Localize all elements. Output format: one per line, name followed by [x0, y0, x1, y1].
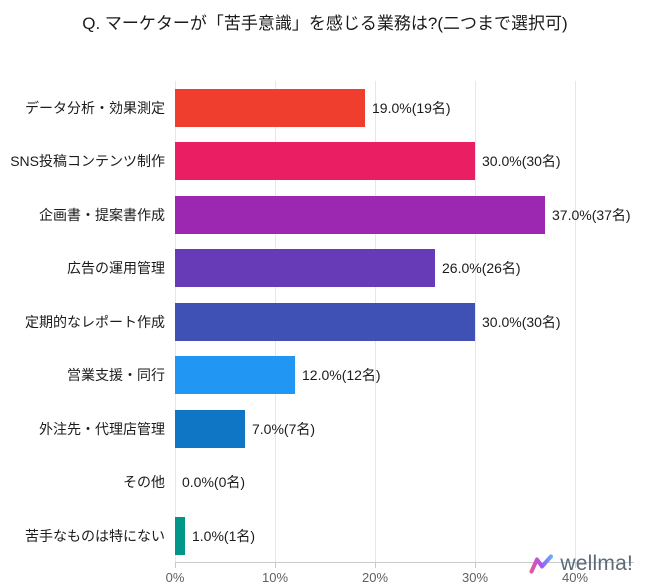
value-label: 26.0%(26名) [442, 260, 521, 277]
category-label: 企画書・提案書作成 [39, 206, 165, 223]
category-label: 営業支援・同行 [67, 367, 165, 384]
bar-track: 7.0%(7名) [175, 409, 634, 448]
bar [175, 409, 245, 448]
x-tick-label: 10% [261, 569, 289, 583]
bar-row: 営業支援・同行 12.0%(12名) [0, 349, 650, 403]
bar-track: 19.0%(19名) [175, 88, 634, 127]
value-label: 30.0%(30名) [482, 313, 561, 330]
bar [175, 516, 185, 555]
bar-track: 12.0%(12名) [175, 356, 634, 395]
value-label: 19.0%(19名) [372, 99, 451, 116]
bar-row: 定期的なレポート作成 30.0%(30名) [0, 295, 650, 349]
bar-row: 外注先・代理店管理 7.0%(7名) [0, 402, 650, 456]
value-label: 30.0%(30名) [482, 153, 561, 170]
bar-track: 37.0%(37名) [175, 195, 634, 234]
x-tick-label: 20% [361, 569, 389, 583]
bar [175, 88, 365, 127]
x-tick-label: 0% [165, 569, 185, 583]
x-tick-mark [375, 562, 376, 568]
bar [175, 249, 435, 288]
bar-row: 苦手なものは特にない 1.0%(1名) [0, 509, 650, 563]
category-label: その他 [123, 474, 165, 491]
value-label: 1.0%(1名) [192, 527, 256, 544]
bar-row: 広告の運用管理 26.0%(26名) [0, 242, 650, 296]
bar-row: その他 0.0%(0名) [0, 456, 650, 510]
bar-row: データ分析・効果測定 19.0%(19名) [0, 81, 650, 135]
value-label: 7.0%(7名) [252, 420, 316, 437]
category-label: 外注先・代理店管理 [39, 420, 165, 437]
category-label: 定期的なレポート作成 [25, 313, 165, 330]
bar-row: 企画書・提案書作成 37.0%(37名) [0, 188, 650, 242]
plot-area: データ分析・効果測定 19.0%(19名) SNS投稿コンテンツ制作 30.0%(30… [0, 34, 650, 583]
bar-track: 0.0%(0名) [175, 463, 634, 501]
category-label: 苦手なものは特にない [25, 527, 165, 544]
bar-track: 26.0%(26名) [175, 249, 634, 288]
bar [175, 356, 295, 395]
bar-track: 30.0%(30名) [175, 142, 634, 181]
category-label: 広告の運用管理 [67, 260, 165, 277]
value-label: 37.0%(37名) [552, 206, 631, 223]
x-tick-mark [575, 562, 576, 568]
category-label: データ分析・効果測定 [25, 99, 165, 116]
w-zigzag-icon [529, 554, 554, 573]
category-label: SNS投稿コンテンツ制作 [10, 153, 165, 170]
wellma-logo: wellma! [529, 552, 633, 576]
bar-track: 30.0%(30名) [175, 302, 634, 341]
x-axis: 0% 10% 20% 30% 40% [166, 562, 634, 583]
bar [175, 302, 475, 341]
x-tick-label: 30% [461, 569, 489, 583]
bar [175, 195, 545, 234]
x-tick-mark [175, 562, 176, 568]
bar-track: 1.0%(1名) [175, 516, 634, 555]
bar [175, 142, 475, 181]
x-tick-mark [275, 562, 276, 568]
value-label: 0.0%(0名) [182, 474, 246, 491]
chart-title: Q. マーケターが「苦手意識」を感じる業務は?(二つまで選択可) [82, 14, 568, 33]
wellma-logo-text: wellma! [560, 552, 633, 575]
x-tick-mark [475, 562, 476, 568]
x-tick-label: 40% [561, 569, 589, 583]
value-label: 12.0%(12名) [302, 367, 381, 384]
bar-rows: データ分析・効果測定 19.0%(19名) SNS投稿コンテンツ制作 30.0%(30… [0, 34, 650, 563]
bar-row: SNS投稿コンテンツ制作 30.0%(30名) [0, 135, 650, 189]
